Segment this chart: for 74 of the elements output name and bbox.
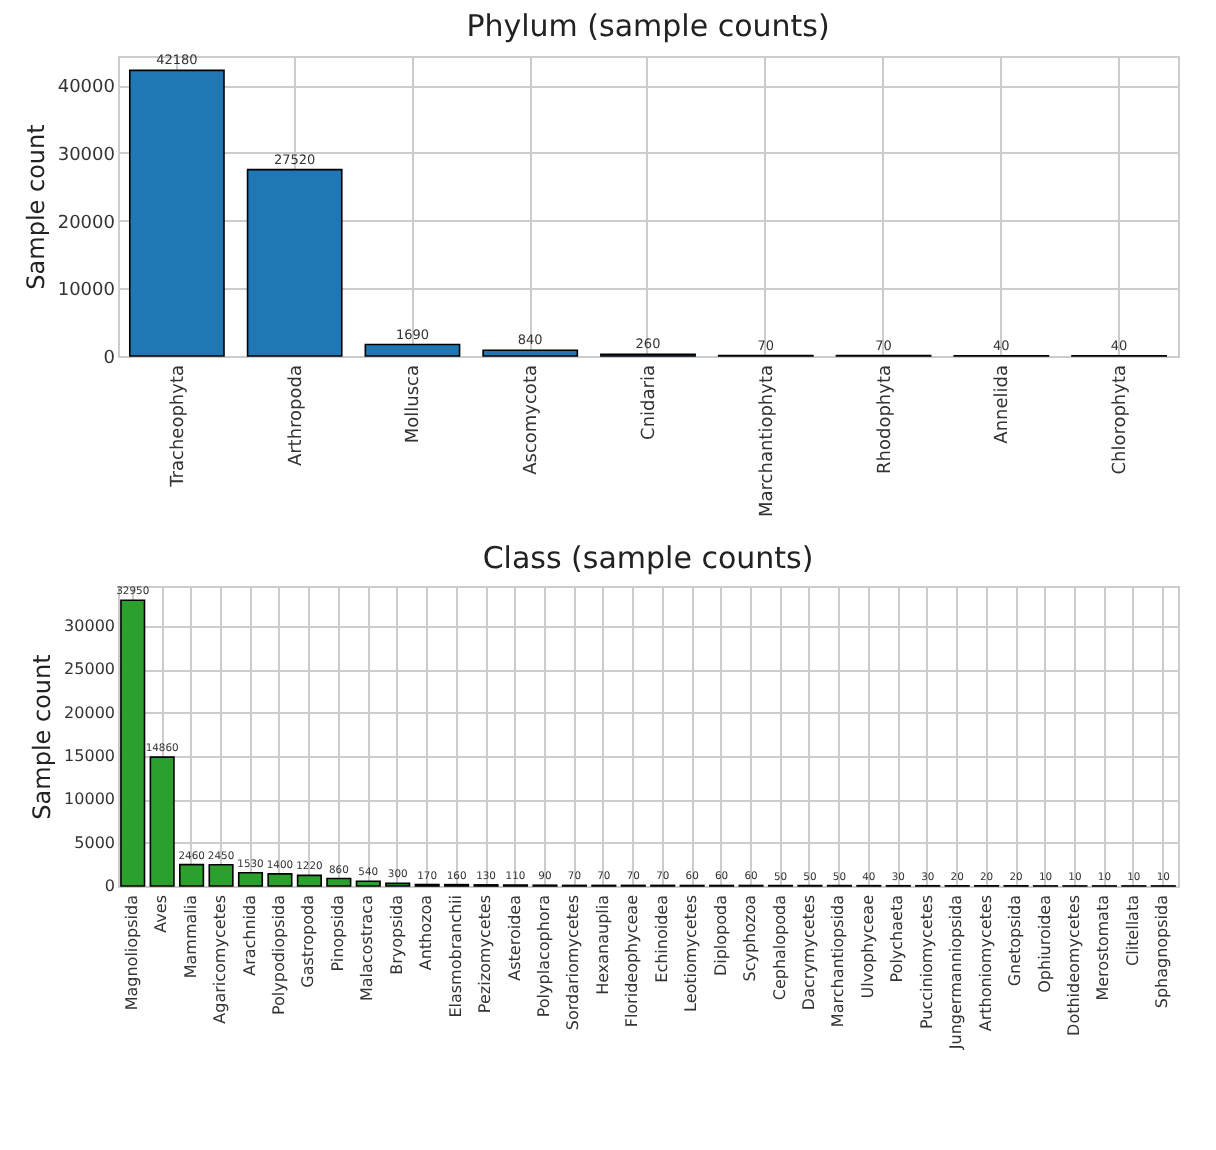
x-tick-label: Polychaeta [888, 894, 907, 983]
x-tick-label: Marchantiophyta [757, 365, 778, 517]
bar [179, 863, 205, 887]
x-tick-label: Annelida [993, 365, 1014, 444]
x-tick-label: Bryopsida [387, 894, 406, 975]
bar [267, 873, 293, 887]
chart-title: Class (sample counts) [482, 540, 814, 576]
x-tick-label: Mollusca [404, 365, 425, 444]
bar [355, 880, 381, 887]
x-tick-label: Elasmobranchii [446, 895, 465, 1018]
x-tick-label: Echinoidea [652, 894, 671, 983]
x-tick-label: Mammalia [181, 894, 200, 979]
x-tick-label: Chlorophyta [1111, 365, 1132, 475]
x-tick-label: Rhodophyta [875, 365, 896, 474]
x-tick-label: Pinopsida [328, 894, 347, 972]
bar [128, 69, 225, 357]
x-tick-label: Florideophyceae [623, 894, 642, 1028]
y-axis-title: Sample count [21, 123, 50, 290]
x-tick-label: Ulvophyceae [858, 894, 877, 999]
x-tick-label: Sordariomycetes [564, 895, 583, 1031]
y-tick-label: 10000 [57, 281, 116, 302]
chart-title: Phylum (sample counts) [466, 8, 830, 45]
y-tick-label: 10000 [64, 790, 115, 809]
x-tick-label: Diplopoda [711, 894, 730, 977]
y-axis-title: Sample count [28, 653, 57, 820]
x-tick-label: Magnoliopsida [122, 894, 141, 1011]
x-tick-label: Merostomata [1094, 894, 1113, 1001]
x-tick-label: Dacrymycetes [799, 895, 818, 1011]
bar [120, 599, 146, 887]
x-tick-label: Polypodiopsida [269, 894, 288, 1016]
x-tick-label: Clitellata [1123, 894, 1142, 966]
y-tick-label: 40000 [57, 78, 116, 99]
x-tick-label: Leotiomycetes [682, 895, 701, 1012]
x-tick-label: Sphagnopsida [1153, 894, 1172, 1009]
x-tick-label: Ophiuroidea [1035, 894, 1054, 993]
x-tick-label: Agaricomycetes [211, 895, 230, 1024]
x-tick-label: Ascomycota [522, 365, 543, 475]
y-tick-label: 30000 [64, 616, 115, 635]
y-tick-label: 5000 [74, 833, 115, 852]
y-tick-label: 20000 [64, 703, 115, 722]
y-tick-label: 30000 [57, 145, 116, 166]
bar [246, 168, 343, 357]
x-tick-label: Anthozoa [417, 894, 436, 971]
x-tick-label: Gastropoda [299, 894, 318, 988]
x-tick-label: Cnidaria [640, 365, 660, 440]
x-tick-label: Arachnida [240, 894, 259, 976]
bar [482, 349, 579, 357]
bar [237, 871, 264, 887]
x-tick-label: Gnetopsida [1006, 894, 1025, 987]
x-tick-label: Marchantiopsida [829, 894, 848, 1028]
y-tick-label: 15000 [64, 746, 115, 765]
x-tick-label: Jungermanniopsida [947, 894, 966, 1052]
x-tick-label: Tracheophyta [168, 365, 189, 489]
bar [364, 343, 461, 357]
x-tick-label: Hexanauplia [593, 894, 612, 995]
x-tick-label: Malacostraca [358, 894, 377, 1002]
bar [326, 877, 352, 887]
x-tick-label: Scyphozoa [741, 894, 760, 982]
x-tick-label: Asteroidea [505, 894, 524, 981]
y-tick-label: 0 [103, 349, 116, 369]
x-tick-label: Pezizomycetes [476, 895, 495, 1014]
x-tick-label: Aves [152, 895, 171, 933]
bar [149, 756, 175, 887]
bar [208, 863, 234, 887]
x-tick-label: Dothideomycetes [1064, 895, 1083, 1036]
x-tick-label: Arthropoda [286, 365, 307, 467]
bar [296, 874, 322, 887]
x-tick-label: Pucciniomycetes [917, 895, 936, 1030]
x-tick-label: Arthoniomycetes [976, 895, 995, 1032]
y-tick-label: 0 [104, 877, 115, 895]
x-tick-label: Cephalopoda [770, 894, 789, 1001]
y-tick-label: 20000 [57, 213, 116, 234]
y-tick-label: 25000 [64, 660, 115, 679]
x-tick-label: Polyplacophora [534, 894, 553, 1018]
